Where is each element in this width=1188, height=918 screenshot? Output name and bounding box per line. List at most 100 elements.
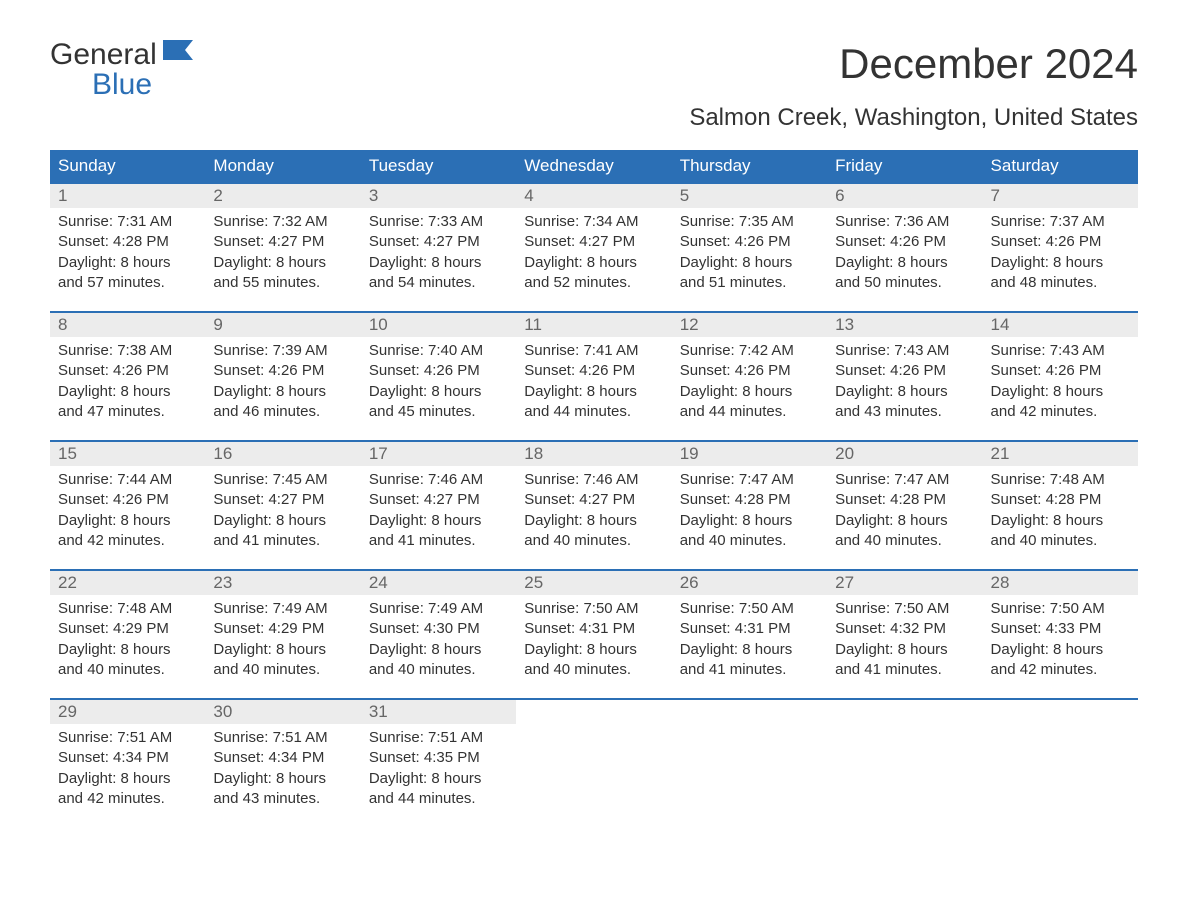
day-number: 3 [361, 183, 516, 208]
day-number: 17 [361, 441, 516, 466]
day-sunset: Sunset: 4:26 PM [213, 361, 352, 381]
day-sunrise: Sunrise: 7:50 AM [680, 599, 819, 619]
day-sunrise: Sunrise: 7:48 AM [58, 599, 197, 619]
day-cell: Sunrise: 7:50 AMSunset: 4:32 PMDaylight:… [827, 595, 982, 699]
day-sunset: Sunset: 4:34 PM [58, 748, 197, 768]
day-sunrise: Sunrise: 7:45 AM [213, 470, 352, 490]
day-dl1: Daylight: 8 hours [991, 382, 1130, 402]
day-number: 8 [50, 312, 205, 337]
week-daynum-row: 22232425262728 [50, 570, 1138, 595]
day-number: 2 [205, 183, 360, 208]
day-dl1: Daylight: 8 hours [835, 382, 974, 402]
day-dl2: and 48 minutes. [991, 273, 1130, 293]
day-cell: Sunrise: 7:47 AMSunset: 4:28 PMDaylight:… [672, 466, 827, 570]
day-cell: Sunrise: 7:47 AMSunset: 4:28 PMDaylight:… [827, 466, 982, 570]
day-cell: Sunrise: 7:32 AMSunset: 4:27 PMDaylight:… [205, 208, 360, 312]
day-dl2: and 42 minutes. [58, 789, 197, 809]
logo-word2: Blue [50, 70, 193, 100]
day-cell: Sunrise: 7:51 AMSunset: 4:34 PMDaylight:… [205, 724, 360, 827]
day-dl2: and 40 minutes. [680, 531, 819, 551]
day-dl2: and 55 minutes. [213, 273, 352, 293]
day-dl1: Daylight: 8 hours [369, 640, 508, 660]
day-sunset: Sunset: 4:26 PM [680, 232, 819, 252]
day-number: 30 [205, 699, 360, 724]
day-dl2: and 50 minutes. [835, 273, 974, 293]
day-dl2: and 41 minutes. [369, 531, 508, 551]
day-number: 14 [983, 312, 1138, 337]
day-cell: Sunrise: 7:37 AMSunset: 4:26 PMDaylight:… [983, 208, 1138, 312]
day-sunrise: Sunrise: 7:51 AM [58, 728, 197, 748]
day-sunrise: Sunrise: 7:32 AM [213, 212, 352, 232]
day-sunrise: Sunrise: 7:51 AM [213, 728, 352, 748]
day-sunset: Sunset: 4:27 PM [369, 232, 508, 252]
day-sunset: Sunset: 4:26 PM [835, 232, 974, 252]
calendar-table: SundayMondayTuesdayWednesdayThursdayFrid… [50, 150, 1138, 827]
day-sunrise: Sunrise: 7:46 AM [369, 470, 508, 490]
day-cell: Sunrise: 7:42 AMSunset: 4:26 PMDaylight:… [672, 337, 827, 441]
day-cell: Sunrise: 7:50 AMSunset: 4:31 PMDaylight:… [516, 595, 671, 699]
day-dl1: Daylight: 8 hours [213, 253, 352, 273]
day-sunrise: Sunrise: 7:50 AM [524, 599, 663, 619]
day-sunset: Sunset: 4:27 PM [213, 490, 352, 510]
empty-cell [516, 699, 671, 724]
day-sunrise: Sunrise: 7:43 AM [991, 341, 1130, 361]
day-dl1: Daylight: 8 hours [369, 382, 508, 402]
day-cell: Sunrise: 7:44 AMSunset: 4:26 PMDaylight:… [50, 466, 205, 570]
day-cell: Sunrise: 7:50 AMSunset: 4:31 PMDaylight:… [672, 595, 827, 699]
day-sunset: Sunset: 4:27 PM [213, 232, 352, 252]
day-cell: Sunrise: 7:38 AMSunset: 4:26 PMDaylight:… [50, 337, 205, 441]
day-sunrise: Sunrise: 7:51 AM [369, 728, 508, 748]
day-dl2: and 40 minutes. [835, 531, 974, 551]
day-dl2: and 40 minutes. [58, 660, 197, 680]
day-dl2: and 45 minutes. [369, 402, 508, 422]
day-number: 7 [983, 183, 1138, 208]
week-body-row: Sunrise: 7:44 AMSunset: 4:26 PMDaylight:… [50, 466, 1138, 570]
day-cell: Sunrise: 7:43 AMSunset: 4:26 PMDaylight:… [827, 337, 982, 441]
day-number: 6 [827, 183, 982, 208]
day-sunset: Sunset: 4:28 PM [680, 490, 819, 510]
day-sunset: Sunset: 4:26 PM [524, 361, 663, 381]
day-dl2: and 57 minutes. [58, 273, 197, 293]
day-cell: Sunrise: 7:48 AMSunset: 4:28 PMDaylight:… [983, 466, 1138, 570]
week-body-row: Sunrise: 7:31 AMSunset: 4:28 PM Daylight:… [50, 208, 1138, 312]
day-sunrise: Sunrise: 7:43 AM [835, 341, 974, 361]
weekday-header: Thursday [672, 150, 827, 183]
day-cell: Sunrise: 7:50 AMSunset: 4:33 PMDaylight:… [983, 595, 1138, 699]
day-dl1: Daylight: 8 hours [58, 511, 197, 531]
day-sunrise: Sunrise: 7:31 AM [58, 212, 197, 232]
day-sunrise: Sunrise: 7:42 AM [680, 341, 819, 361]
day-sunrise: Sunrise: 7:33 AM [369, 212, 508, 232]
day-sunrise: Sunrise: 7:36 AM [835, 212, 974, 232]
day-dl1: Daylight: 8 hours [369, 511, 508, 531]
day-sunset: Sunset: 4:28 PM [58, 232, 197, 252]
day-sunset: Sunset: 4:33 PM [991, 619, 1130, 639]
day-number: 23 [205, 570, 360, 595]
day-cell: Sunrise: 7:35 AMSunset: 4:26 PMDaylight:… [672, 208, 827, 312]
weekday-header: Sunday [50, 150, 205, 183]
day-sunset: Sunset: 4:26 PM [991, 232, 1130, 252]
day-dl2: and 40 minutes. [213, 660, 352, 680]
day-sunrise: Sunrise: 7:49 AM [213, 599, 352, 619]
day-sunrise: Sunrise: 7:38 AM [58, 341, 197, 361]
day-cell: Sunrise: 7:49 AMSunset: 4:30 PMDaylight:… [361, 595, 516, 699]
day-sunrise: Sunrise: 7:47 AM [835, 470, 974, 490]
day-number: 20 [827, 441, 982, 466]
flag-icon [163, 40, 193, 64]
day-number: 24 [361, 570, 516, 595]
day-sunset: Sunset: 4:28 PM [835, 490, 974, 510]
day-sunset: Sunset: 4:32 PM [835, 619, 974, 639]
day-number: 31 [361, 699, 516, 724]
day-sunset: Sunset: 4:29 PM [58, 619, 197, 639]
day-number: 10 [361, 312, 516, 337]
day-dl1: Daylight: 8 hours [835, 640, 974, 660]
empty-cell [672, 724, 827, 827]
day-dl2: and 42 minutes. [991, 660, 1130, 680]
day-sunset: Sunset: 4:31 PM [680, 619, 819, 639]
logo-word1: General [50, 38, 157, 71]
day-number: 9 [205, 312, 360, 337]
weekday-header: Friday [827, 150, 982, 183]
day-number: 29 [50, 699, 205, 724]
day-number: 11 [516, 312, 671, 337]
day-sunrise: Sunrise: 7:47 AM [680, 470, 819, 490]
day-dl2: and 41 minutes. [835, 660, 974, 680]
